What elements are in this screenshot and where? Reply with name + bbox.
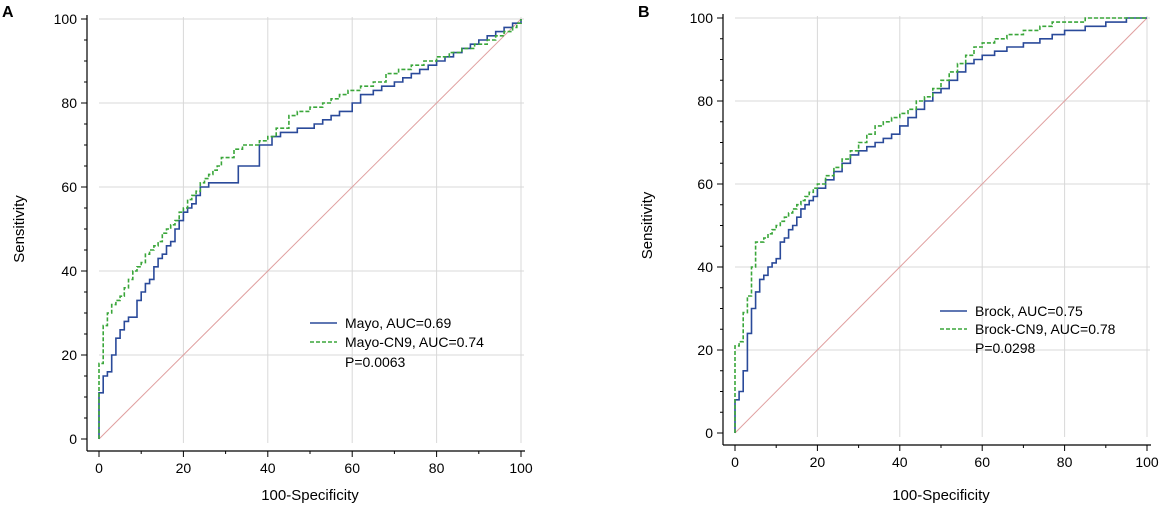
y-tick-label: 20 xyxy=(61,347,77,363)
roc-curve-1 xyxy=(98,19,522,439)
panel-a: A 0 20 40 60 80 100 0 20 40 60 80 100 100-Specificity… xyxy=(2,4,533,504)
x-axis-title: 100-Specificity xyxy=(892,487,990,504)
x-tick-label: 60 xyxy=(344,460,360,476)
reference-line xyxy=(734,17,1148,434)
y-tick-label: 100 xyxy=(54,11,78,27)
x-tick-label: 80 xyxy=(1057,454,1073,470)
y-tick-label: 60 xyxy=(697,176,713,192)
x-axis-title: 100-Specificity xyxy=(261,487,359,504)
y-tick-label: 100 xyxy=(690,10,714,26)
x-tick-label: 100 xyxy=(1135,454,1159,470)
panel-label: B xyxy=(638,4,650,21)
legend-label: Mayo, AUC=0.69 xyxy=(345,315,451,331)
y-tick-label: 80 xyxy=(697,93,713,109)
x-tick-label: 0 xyxy=(731,454,739,470)
panel-b: B 0 20 40 60 80 100 0 20 40 60 80 100 100-Specificity… xyxy=(638,4,1159,504)
x-tick-label: 40 xyxy=(892,454,908,470)
y-tick-label: 40 xyxy=(61,263,77,279)
legend-label: Brock, AUC=0.75 xyxy=(975,303,1083,319)
legend-label: Mayo-CN9, AUC=0.74 xyxy=(345,334,484,350)
roc-curve-1 xyxy=(734,17,1147,433)
legend-label: Brock-CN9, AUC=0.78 xyxy=(975,321,1116,337)
legend: Brock, AUC=0.75 Brock-CN9, AUC=0.78 P=0.02… xyxy=(940,303,1116,356)
x-tick-label: 20 xyxy=(810,454,826,470)
y-tick-label: 80 xyxy=(61,95,77,111)
y-tick-label: 0 xyxy=(69,431,77,447)
roc-curve-2 xyxy=(734,17,1147,433)
panel-label: A xyxy=(2,4,14,21)
y-axis-title: Sensitivity xyxy=(11,195,28,263)
legend: Mayo, AUC=0.69 Mayo-CN9, AUC=0.74 P=0.0063 xyxy=(310,315,484,370)
y-tick-label: 60 xyxy=(61,179,77,195)
y-tick-label: 0 xyxy=(705,425,713,441)
p-value-label: P=0.0063 xyxy=(345,354,406,370)
roc-curve-2 xyxy=(98,19,522,439)
x-tick-label: 40 xyxy=(260,460,276,476)
x-tick-label: 0 xyxy=(95,460,103,476)
y-tick-label: 20 xyxy=(697,342,713,358)
p-value-label: P=0.0298 xyxy=(975,340,1036,356)
x-tick-label: 80 xyxy=(429,460,445,476)
x-tick-label: 100 xyxy=(509,460,533,476)
y-axis-title: Sensitivity xyxy=(639,191,656,259)
x-tick-label: 60 xyxy=(974,454,990,470)
reference-line xyxy=(98,18,522,440)
x-tick-label: 20 xyxy=(176,460,192,476)
y-tick-label: 40 xyxy=(697,259,713,275)
